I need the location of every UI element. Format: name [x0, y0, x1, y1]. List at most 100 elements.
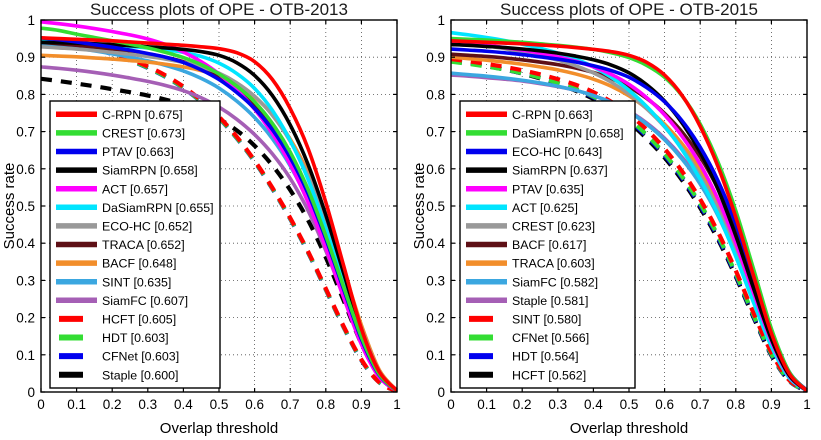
- y-tick-label: 0.3: [426, 273, 445, 288]
- legend-item-ptav[interactable]: PTAV [0.663]: [56, 145, 174, 159]
- legend-label: Staple [0.581]: [512, 294, 588, 308]
- legend-item-crest[interactable]: CREST [0.623]: [466, 220, 595, 234]
- legend-label: CFNet [0.603]: [102, 350, 179, 364]
- legend-label: HCFT [0.605]: [102, 313, 176, 327]
- legend-label: ACT [0.625]: [512, 201, 578, 215]
- legend-item-bacf[interactable]: BACF [0.648]: [56, 257, 176, 271]
- x-tick-label: 0.8: [316, 397, 335, 412]
- legend-item-staple[interactable]: Staple [0.581]: [466, 294, 588, 308]
- y-tick-label: 0.1: [16, 348, 35, 363]
- y-tick-label: 0.5: [16, 199, 35, 214]
- legend-item-ptav[interactable]: PTAV [0.635]: [466, 182, 584, 196]
- legend-item-hcft[interactable]: HCFT [0.562]: [469, 368, 586, 382]
- y-tick-label: 0.7: [16, 125, 35, 140]
- legend-label: CREST [0.673]: [102, 127, 185, 141]
- legend: C-RPN [0.663] DaSiamRPN [0.658] ECO-HC [0.…: [459, 100, 636, 389]
- legend-label: Staple [0.600]: [102, 368, 178, 382]
- x-tick-label: 1: [393, 397, 401, 412]
- legend-item-dasiamrpn[interactable]: DaSiamRPN [0.655]: [56, 201, 214, 215]
- legend: C-RPN [0.675] CREST [0.673] PTAV [0.663] Si…: [49, 100, 221, 389]
- legend-label: PTAV [0.663]: [102, 145, 174, 159]
- legend-label: SiamRPN [0.658]: [102, 164, 198, 178]
- legend-item-hcft[interactable]: HCFT [0.605]: [59, 313, 176, 327]
- legend-label: DaSiamRPN [0.658]: [512, 127, 624, 141]
- x-tick-label: 1: [803, 397, 811, 412]
- x-tick-label: 0.9: [762, 397, 781, 412]
- y-tick-label: 0.4: [426, 236, 445, 251]
- y-tick-label: 0.2: [16, 311, 35, 326]
- legend-item-traca[interactable]: TRACA [0.652]: [56, 238, 185, 252]
- legend-label: C-RPN [0.663]: [512, 108, 593, 122]
- y-tick-label: 0.2: [426, 311, 445, 326]
- legend-label: PTAV [0.635]: [512, 182, 584, 196]
- y-tick-label: 0.6: [16, 162, 35, 177]
- axis-ticks: 0 0.1 0.2 0.3 0.4 0.5 0.6 0.7 0.8 0.9 1 0 0.1 0.2 0.3 0…: [426, 13, 811, 412]
- legend-item-eco-hc[interactable]: ECO-HC [0.652]: [56, 220, 192, 234]
- y-tick-label: 0: [437, 385, 445, 400]
- x-tick-label: 0.2: [513, 397, 532, 412]
- x-tick-label: 0.1: [477, 397, 496, 412]
- y-tick-label: 0: [27, 385, 35, 400]
- legend-label: HDT [0.564]: [512, 350, 579, 364]
- chart-title: Success plots of OPE - OTB-2013: [90, 0, 348, 19]
- legend-label: HDT [0.603]: [102, 331, 169, 345]
- legend-item-c-rpn[interactable]: C-RPN [0.675]: [56, 108, 183, 122]
- legend-label: SINT [0.635]: [102, 275, 171, 289]
- y-tick-label: 0.5: [426, 199, 445, 214]
- legend-item-staple[interactable]: Staple [0.600]: [59, 368, 178, 382]
- legend-item-crest[interactable]: CREST [0.673]: [56, 127, 185, 141]
- x-axis-label: Overlap threshold: [570, 420, 688, 437]
- chart-svg-otb2013: Success plots of OPE - OTB-2013 0 0.1 0.2 0.…: [1, 0, 401, 437]
- legend-item-cfnet[interactable]: CFNet [0.603]: [59, 350, 179, 364]
- series-line-c-rpn: [451, 39, 807, 392]
- y-tick-label: 1: [27, 13, 35, 28]
- legend-item-dasiamrpn[interactable]: DaSiamRPN [0.658]: [466, 127, 624, 141]
- y-tick-label: 1: [437, 13, 445, 28]
- legend-item-traca[interactable]: TRACA [0.603]: [466, 257, 595, 271]
- legend-item-c-rpn[interactable]: C-RPN [0.663]: [466, 108, 593, 122]
- legend-label: HCFT [0.562]: [512, 368, 586, 382]
- x-tick-label: 0.4: [174, 397, 193, 412]
- y-tick-label: 0.8: [16, 87, 35, 102]
- axis-ticks: 0 0.1 0.2 0.3 0.4 0.5 0.6 0.7 0.8 0.9 1 0 0.1 0.2 0.3 0…: [16, 13, 401, 412]
- x-tick-label: 0.5: [210, 397, 229, 412]
- legend-item-siamrpn[interactable]: SiamRPN [0.637]: [466, 164, 608, 178]
- chart-svg-otb2015: Success plots of OPE - OTB-2015 0 0.1 0.2 0.…: [411, 0, 811, 437]
- chart-panel-otb2015: Success plots of OPE - OTB-2015 0 0.1 0.2 0.…: [410, 0, 821, 440]
- x-tick-label: 0.1: [67, 397, 86, 412]
- legend-item-siamrpn[interactable]: SiamRPN [0.658]: [56, 164, 198, 178]
- legend-item-act[interactable]: ACT [0.657]: [56, 182, 168, 196]
- legend-item-hdt[interactable]: HDT [0.603]: [59, 331, 169, 345]
- y-tick-label: 0.4: [16, 236, 35, 251]
- legend-label: SiamRPN [0.637]: [512, 164, 608, 178]
- legend-label: SINT [0.580]: [512, 313, 581, 327]
- x-tick-label: 0.6: [655, 397, 674, 412]
- chart-panel-otb2013: Success plots of OPE - OTB-2013 0 0.1 0.2 0.…: [1, 0, 401, 437]
- legend-label: SiamFC [0.582]: [512, 275, 598, 289]
- legend-label: SiamFC [0.607]: [102, 294, 188, 308]
- y-axis-label: Success rate: [411, 163, 428, 250]
- legend-item-siamfc[interactable]: SiamFC [0.607]: [56, 294, 188, 308]
- legend-item-sint[interactable]: SINT [0.635]: [56, 275, 171, 289]
- legend-item-sint[interactable]: SINT [0.580]: [469, 313, 581, 327]
- y-tick-label: 0.7: [426, 125, 445, 140]
- legend-item-bacf[interactable]: BACF [0.617]: [466, 238, 586, 252]
- x-tick-label: 0.2: [103, 397, 122, 412]
- series-line-siamrpn: [451, 42, 807, 392]
- x-tick-label: 0.7: [281, 397, 300, 412]
- y-tick-label: 0.1: [426, 348, 445, 363]
- legend-item-cfnet[interactable]: CFNet [0.566]: [469, 331, 589, 345]
- y-tick-label: 0.3: [16, 273, 35, 288]
- x-tick-label: 0.8: [726, 397, 745, 412]
- x-tick-label: 0.4: [584, 397, 603, 412]
- x-tick-label: 0.3: [548, 397, 567, 412]
- legend-item-siamfc[interactable]: SiamFC [0.582]: [466, 275, 598, 289]
- legend-label: CREST [0.623]: [512, 220, 595, 234]
- legend-item-act[interactable]: ACT [0.625]: [466, 201, 578, 215]
- legend-item-eco-hc[interactable]: ECO-HC [0.643]: [466, 145, 602, 159]
- y-tick-label: 0.9: [16, 50, 35, 65]
- legend-item-hdt[interactable]: HDT [0.564]: [469, 350, 579, 364]
- legend-label: CFNet [0.566]: [512, 331, 589, 345]
- x-tick-label: 0.3: [138, 397, 157, 412]
- chart-title: Success plots of OPE - OTB-2015: [500, 0, 758, 19]
